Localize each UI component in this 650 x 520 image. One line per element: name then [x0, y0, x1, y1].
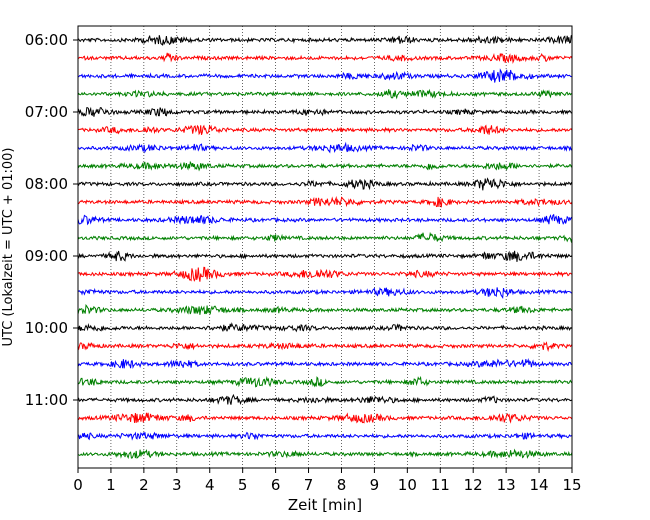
- trace-0715: [77, 124, 573, 136]
- trace-0930: [77, 287, 573, 299]
- x-tick-label: 10: [398, 476, 417, 494]
- trace-1130: [77, 431, 573, 441]
- trace-0630: [77, 68, 573, 83]
- x-tick-label: 0: [73, 476, 83, 494]
- trace-1000: [77, 322, 573, 333]
- x-tick-label: 12: [464, 476, 483, 494]
- x-tick-label: 5: [238, 476, 248, 494]
- seismic-traces: [77, 34, 573, 459]
- trace-1030: [77, 357, 573, 369]
- x-tick-label: 13: [497, 476, 516, 494]
- trace-1045: [77, 375, 573, 388]
- plot-frame: [77, 25, 573, 469]
- x-axis-label: Zeit [min]: [288, 496, 362, 514]
- x-tick-label: 14: [530, 476, 549, 494]
- trace-0700: [77, 106, 573, 117]
- x-axis-ticks: 0 1 2 3 4 5 6 7 8 9 10 11 12 13 14 15: [73, 468, 582, 494]
- y-tick-label: 10:00: [25, 319, 68, 337]
- trace-0645: [77, 88, 573, 100]
- plot-area: [78, 26, 572, 468]
- trace-1015: [77, 341, 573, 353]
- y-tick-label: 09:00: [25, 247, 68, 265]
- y-tick-label: 07:00: [25, 103, 68, 121]
- trace-0845: [77, 231, 573, 244]
- x-tick-label: 3: [172, 476, 182, 494]
- trace-0800: [77, 177, 573, 191]
- y-tick-label: 11:00: [25, 391, 68, 409]
- trace-1100: [77, 393, 573, 406]
- trace-0600: [77, 34, 573, 46]
- y-tick-label: 08:00: [25, 175, 68, 193]
- trace-0615: [77, 52, 573, 64]
- trace-0900: [77, 250, 573, 262]
- x-tick-label: 2: [139, 476, 149, 494]
- trace-0815: [77, 195, 573, 208]
- trace-0730: [77, 141, 573, 154]
- x-tick-label: 9: [370, 476, 380, 494]
- x-tick-label: 11: [431, 476, 450, 494]
- x-tick-label: 15: [562, 476, 581, 494]
- y-axis-ticks: 06:00 07:00 08:00 09:00 10:00 11:00: [25, 31, 78, 409]
- x-tick-label: 1: [106, 476, 116, 494]
- trace-0830: [77, 213, 573, 226]
- trace-0745: [77, 160, 573, 172]
- trace-1115: [77, 412, 573, 424]
- trace-0945: [77, 303, 573, 315]
- y-axis-label: UTC (Lokalzeit = UTC + 01:00): [1, 148, 16, 347]
- trace-1145: [77, 448, 573, 459]
- x-tick-label: 4: [205, 476, 215, 494]
- trace-0915: [77, 266, 573, 282]
- x-tick-label: 8: [337, 476, 347, 494]
- y-tick-label: 06:00: [25, 31, 68, 49]
- x-tick-label: 7: [304, 476, 314, 494]
- x-tick-label: 6: [271, 476, 281, 494]
